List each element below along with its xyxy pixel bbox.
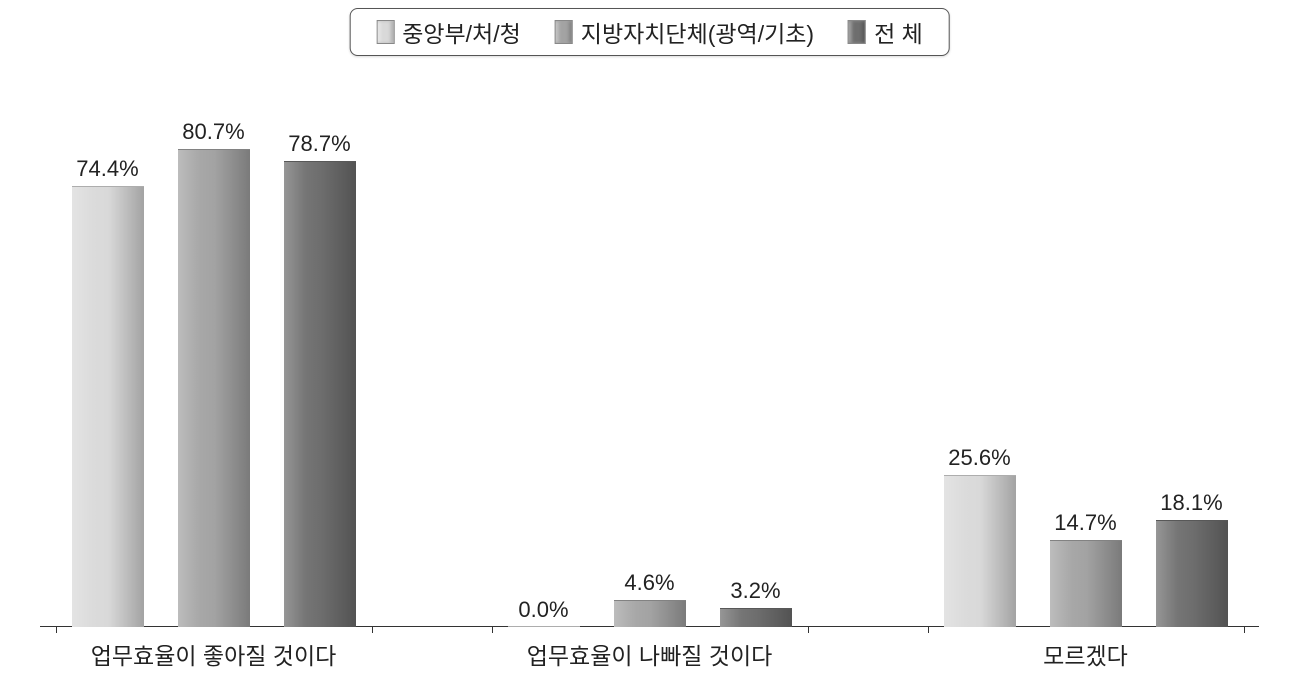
- bar-series-2: [1050, 540, 1122, 627]
- bar-value-label: 18.1%: [1160, 490, 1222, 516]
- category-label: 업무효율이 좋아질 것이다: [91, 637, 337, 671]
- bar-value-label: 3.2%: [730, 578, 780, 604]
- bar-value-label: 78.7%: [288, 131, 350, 157]
- bar-series-1: [944, 475, 1016, 627]
- bar-series-3: [720, 608, 792, 627]
- bar-series-1: [72, 186, 144, 627]
- bar-value-label: 14.7%: [1054, 510, 1116, 536]
- legend-item-series-1: 중앙부/처/청: [376, 15, 521, 49]
- legend-swatch-2: [555, 20, 573, 44]
- bar-value-label: 4.6%: [624, 570, 674, 596]
- group-tick: [808, 627, 809, 633]
- group-tick: [492, 627, 493, 633]
- plot-area: 업무효율이 좋아질 것이다 74.4% 80.7% 78.7% 업무효율이 나빠…: [40, 64, 1259, 627]
- bar-value-label: 80.7%: [182, 119, 244, 145]
- bar-value-label: 25.6%: [948, 445, 1010, 471]
- bar-series-2: [178, 149, 250, 627]
- legend-swatch-1: [376, 20, 394, 44]
- legend-swatch-3: [848, 20, 866, 44]
- group-tick: [928, 627, 929, 633]
- bar-series-1: [508, 626, 580, 627]
- legend-item-series-3: 전 체: [848, 15, 923, 49]
- category-label: 업무효율이 나빠질 것이다: [527, 637, 773, 671]
- legend-item-series-2: 지방자치단체(광역/기초): [555, 15, 814, 49]
- legend-label-2: 지방자치단체(광역/기초): [581, 15, 814, 49]
- bar-value-label: 0.0%: [518, 597, 568, 623]
- bar-series-2: [614, 600, 686, 627]
- group-tick: [372, 627, 373, 633]
- legend-label-1: 중앙부/처/청: [402, 15, 521, 49]
- bar-value-label: 74.4%: [76, 156, 138, 182]
- legend: 중앙부/처/청 지방자치단체(광역/기초) 전 체: [349, 8, 950, 56]
- bar-series-3: [284, 161, 356, 627]
- group-tick: [56, 627, 57, 633]
- legend-label-3: 전 체: [874, 15, 923, 49]
- group-tick: [1244, 627, 1245, 633]
- bar-series-3: [1156, 520, 1228, 627]
- category-label: 모르겠다: [1043, 637, 1128, 671]
